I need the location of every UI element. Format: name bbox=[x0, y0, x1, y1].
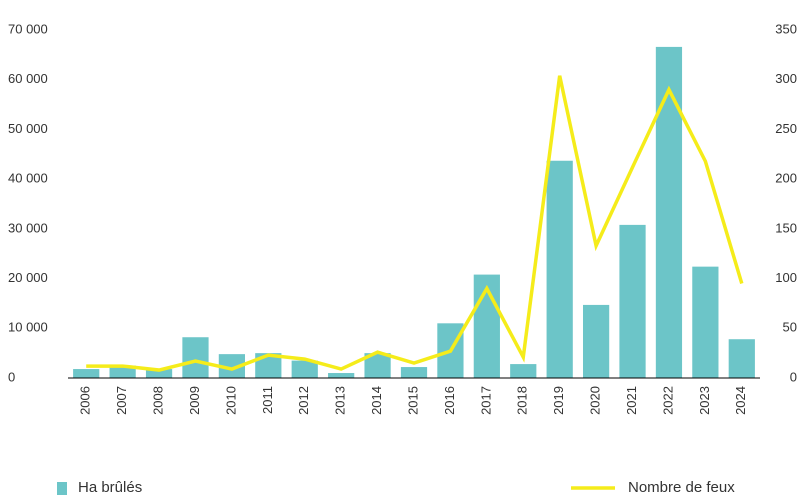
bar bbox=[692, 266, 719, 378]
y-tick-label: 40 000 bbox=[8, 171, 48, 186]
x-tick-label: 2010 bbox=[223, 386, 238, 415]
legend-label: Ha brûlés bbox=[78, 479, 142, 495]
y2-tick-label: 350 bbox=[775, 21, 797, 36]
x-tick-label: 2023 bbox=[697, 386, 712, 415]
y-tick-label: 20 000 bbox=[8, 270, 48, 285]
y2-tick-label: 50 bbox=[783, 320, 797, 335]
x-tick-label: 2013 bbox=[333, 386, 348, 415]
x-tick-label: 2011 bbox=[260, 386, 275, 414]
x-tick-label: 2024 bbox=[733, 386, 748, 415]
bar bbox=[109, 365, 136, 378]
bar bbox=[328, 373, 355, 378]
bar bbox=[619, 224, 646, 378]
legend-swatch bbox=[57, 482, 67, 495]
y-tick-label: 0 bbox=[8, 369, 15, 384]
x-tick-label: 2019 bbox=[551, 386, 566, 415]
x-tick-label: 2020 bbox=[588, 386, 603, 415]
legend-label: Nombre de feux bbox=[628, 479, 735, 495]
bar bbox=[145, 369, 173, 378]
x-tick-label: 2018 bbox=[515, 386, 530, 415]
x-tick-label: 2021 bbox=[624, 386, 639, 415]
bar bbox=[291, 360, 318, 378]
bar bbox=[546, 160, 573, 378]
x-tick-label: 2008 bbox=[150, 386, 165, 415]
y-tick-label: 50 000 bbox=[8, 121, 48, 136]
x-tick-label: 2012 bbox=[296, 386, 311, 415]
y2-tick-label: 150 bbox=[775, 220, 797, 235]
bar bbox=[218, 354, 246, 378]
bar bbox=[655, 46, 683, 378]
bar bbox=[728, 339, 755, 378]
x-tick-label: 2009 bbox=[187, 386, 202, 415]
y-tick-label: 70 000 bbox=[8, 21, 48, 36]
y2-tick-label: 0 bbox=[790, 369, 797, 384]
bar bbox=[510, 364, 537, 378]
bar bbox=[73, 369, 100, 378]
y2-tick-label: 250 bbox=[775, 121, 797, 136]
bar bbox=[400, 367, 428, 378]
x-tick-label: 2016 bbox=[442, 386, 457, 415]
x-tick-label: 2014 bbox=[369, 386, 384, 415]
x-tick-label: 2022 bbox=[660, 386, 675, 415]
bar bbox=[582, 304, 610, 378]
y-tick-label: 60 000 bbox=[8, 71, 48, 86]
x-tick-label: 2017 bbox=[478, 386, 493, 415]
x-tick-label: 2006 bbox=[78, 386, 93, 415]
x-tick-label: 2015 bbox=[405, 386, 420, 415]
y-tick-label: 10 000 bbox=[8, 320, 48, 335]
y2-tick-label: 100 bbox=[775, 270, 797, 285]
x-tick-label: 2007 bbox=[114, 386, 129, 415]
y-tick-label: 30 000 bbox=[8, 220, 48, 235]
y2-tick-label: 200 bbox=[775, 171, 797, 186]
line bbox=[86, 75, 744, 372]
y2-tick-label: 300 bbox=[775, 71, 797, 86]
bar bbox=[182, 337, 209, 378]
